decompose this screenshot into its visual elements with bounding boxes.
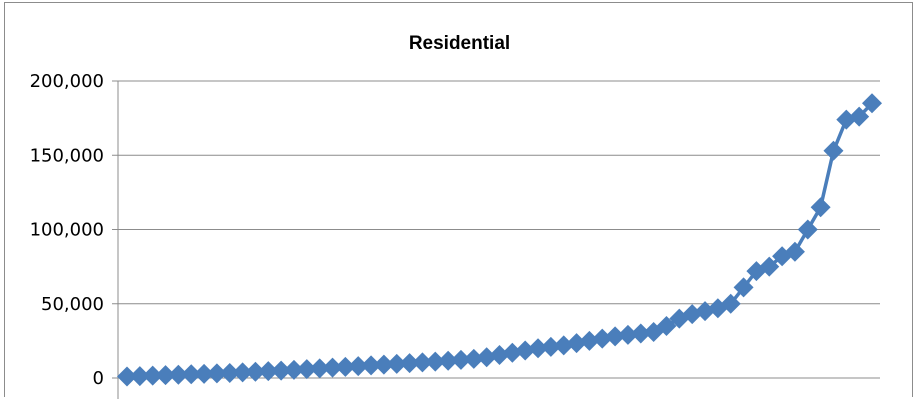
data-point	[489, 344, 510, 365]
y-tick-label: 150,000	[30, 145, 104, 166]
data-point	[335, 356, 356, 377]
data-point	[245, 361, 266, 382]
data-point	[617, 324, 638, 345]
data-point	[502, 342, 523, 363]
y-axis: 0 50,000 100,000 150,000 200,000	[30, 71, 119, 399]
data-point	[386, 353, 407, 374]
data-point	[348, 356, 369, 377]
data-point	[373, 354, 394, 375]
data-point	[540, 336, 561, 357]
chart-frame: Residential	[4, 2, 913, 397]
data-point	[476, 347, 497, 368]
data-point	[258, 361, 279, 382]
data-point	[772, 246, 793, 267]
data-point	[181, 364, 202, 385]
data-point	[412, 352, 433, 373]
data-point	[296, 359, 317, 380]
gridlines	[118, 80, 880, 379]
data-point	[553, 335, 574, 356]
data-point	[849, 106, 870, 127]
data-point	[425, 351, 446, 372]
data-point	[630, 323, 651, 344]
data-point	[759, 256, 780, 277]
data-point	[142, 365, 163, 386]
data-point	[797, 219, 818, 240]
data-point	[605, 326, 626, 347]
data-point	[450, 349, 471, 370]
data-point	[579, 330, 600, 351]
data-point	[515, 340, 536, 361]
y-tick-label: 100,000	[30, 220, 104, 241]
series-line	[126, 102, 874, 379]
data-point	[129, 366, 150, 387]
data-point	[656, 316, 677, 337]
data-point	[823, 140, 844, 161]
data-point	[309, 358, 330, 379]
data-point	[283, 359, 304, 380]
data-point	[322, 357, 343, 378]
data-point	[592, 328, 613, 349]
y-tick-label: 0	[93, 368, 104, 389]
data-point	[733, 277, 754, 298]
data-point	[168, 364, 189, 385]
data-point	[206, 363, 227, 384]
y-tick-label: 50,000	[41, 294, 104, 315]
series-residential	[117, 93, 882, 387]
data-point	[232, 362, 253, 383]
y-tick-label: 200,000	[30, 71, 104, 92]
data-point	[784, 241, 805, 262]
data-point	[399, 353, 420, 374]
data-point	[271, 360, 292, 381]
chart-title: Residential	[408, 33, 511, 54]
data-point	[566, 333, 587, 354]
data-point	[720, 293, 741, 314]
data-point	[219, 362, 240, 383]
data-point	[361, 355, 382, 376]
data-point	[463, 348, 484, 369]
data-point	[117, 366, 137, 387]
data-point	[438, 350, 459, 371]
data-point	[194, 363, 215, 384]
data-point	[528, 338, 549, 359]
data-point	[862, 93, 882, 114]
data-point	[155, 365, 176, 386]
data-point	[810, 197, 831, 218]
